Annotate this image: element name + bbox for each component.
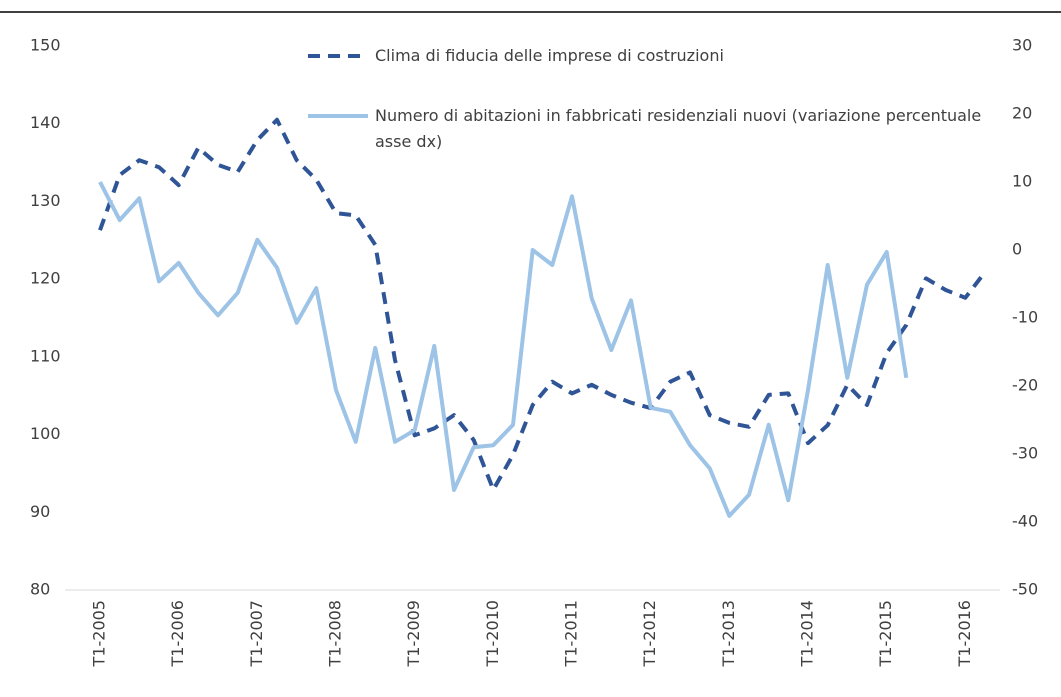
y2-tick-label: 0	[1012, 240, 1022, 259]
x-tick-label: T1-2014	[798, 600, 817, 667]
legend-label: Numero di abitazioni in fabbricati resid…	[375, 106, 982, 151]
x-tick-label: T1-2008	[326, 600, 345, 667]
y-tick-label: 150	[30, 36, 61, 55]
y2-tick-label: -10	[1012, 308, 1038, 327]
y-tick-label: 110	[30, 346, 61, 365]
x-tick-label: T1-2013	[719, 600, 738, 667]
x-tick-label: T1-2006	[168, 600, 187, 667]
y2-tick-label: -40	[1012, 512, 1038, 531]
x-tick-label: T1-2016	[955, 600, 974, 667]
x-tick-label: T1-2005	[90, 600, 109, 667]
y-tick-label: 120	[30, 269, 61, 288]
x-tick-label: T1-2010	[483, 600, 502, 667]
x-tick-label: T1-2007	[247, 600, 266, 667]
y-tick-label: 100	[30, 424, 61, 443]
y-tick-label: 130	[30, 191, 61, 210]
legend-label: Clima di fiducia delle imprese di costru…	[375, 46, 724, 65]
y2-tick-label: -50	[1012, 580, 1038, 599]
series-line	[98, 181, 909, 518]
y2-tick-label: -20	[1012, 376, 1038, 395]
y-tick-label: 140	[30, 113, 61, 132]
x-tick-label: T1-2009	[404, 600, 423, 667]
y2-tick-label: 10	[1012, 172, 1032, 191]
x-tick-label: T1-2011	[562, 600, 581, 667]
x-tick-label: T1-2012	[640, 600, 659, 667]
y2-tick-label: 20	[1012, 104, 1032, 123]
x-tick-label: T1-2015	[876, 600, 895, 667]
series-line	[98, 117, 987, 492]
y-tick-label: 80	[30, 580, 50, 599]
y2-tick-label: 30	[1012, 36, 1032, 55]
y-tick-label: 90	[30, 502, 50, 521]
y2-tick-label: -30	[1012, 444, 1038, 463]
